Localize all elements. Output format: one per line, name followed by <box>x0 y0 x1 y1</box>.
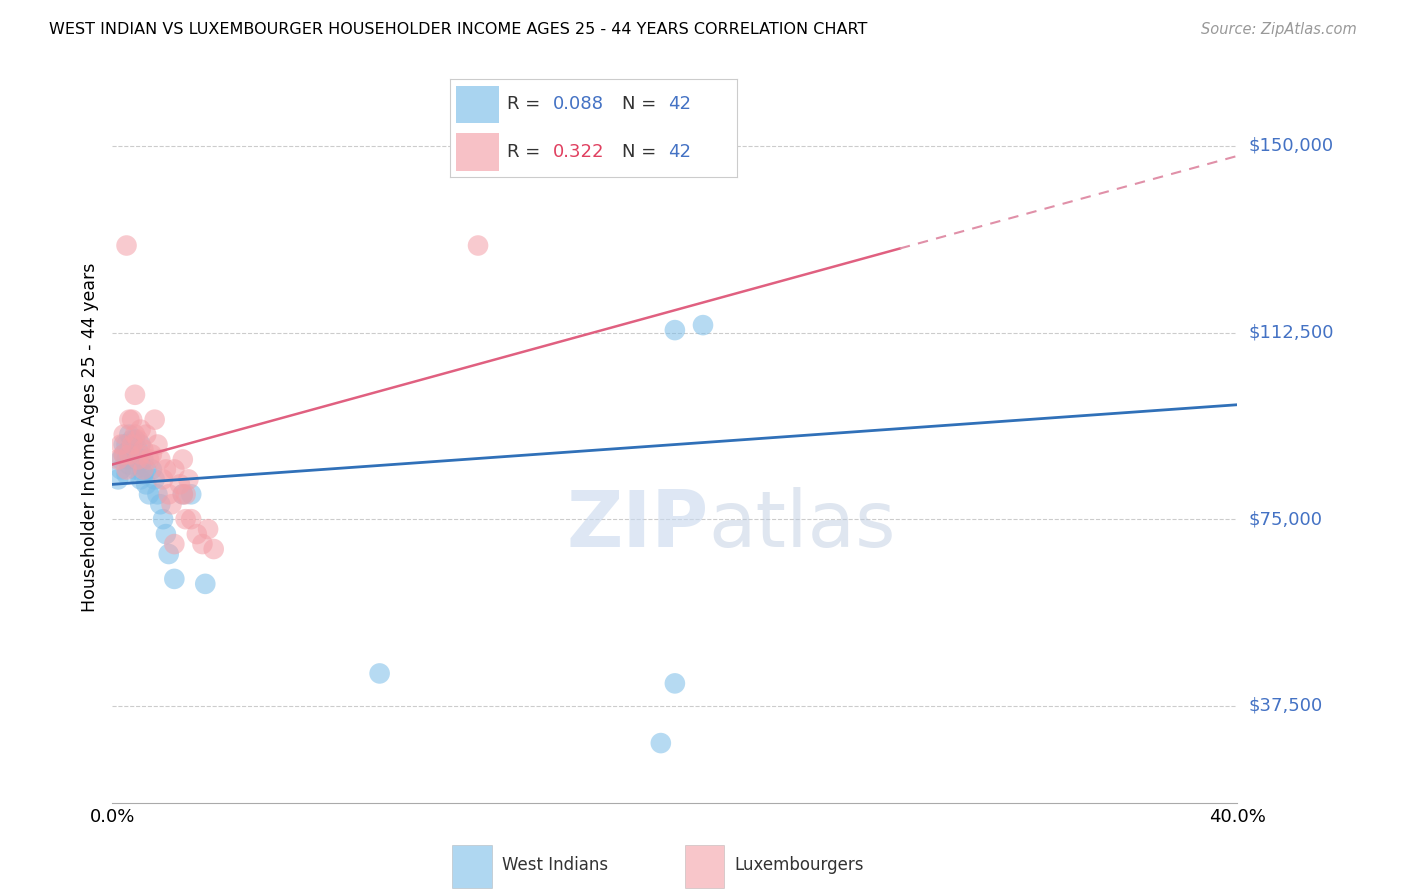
Point <box>115 462 138 476</box>
Point <box>124 448 146 462</box>
Point <box>124 462 146 476</box>
Point <box>180 487 202 501</box>
Text: Source: ZipAtlas.com: Source: ZipAtlas.com <box>1201 22 1357 37</box>
Point <box>135 462 157 476</box>
Text: $37,500: $37,500 <box>1249 697 1323 714</box>
Point <box>692 318 714 332</box>
Point <box>146 487 169 501</box>
Point <box>149 452 172 467</box>
Point <box>664 676 686 690</box>
Text: ZIP: ZIP <box>567 487 709 563</box>
Point <box>177 472 200 486</box>
Point <box>143 412 166 426</box>
Point <box>132 442 155 457</box>
Point <box>132 462 155 476</box>
Point <box>141 448 163 462</box>
Point <box>129 472 152 486</box>
Point <box>112 448 135 462</box>
Text: $150,000: $150,000 <box>1249 137 1333 155</box>
Point <box>172 487 194 501</box>
Point <box>169 477 191 491</box>
Point <box>115 467 138 482</box>
Point <box>152 512 174 526</box>
Text: atlas: atlas <box>709 487 896 563</box>
Point <box>143 472 166 486</box>
Point <box>174 512 197 526</box>
Point <box>107 472 129 486</box>
Point <box>112 448 135 462</box>
Y-axis label: Householder Income Ages 25 - 44 years: Householder Income Ages 25 - 44 years <box>80 262 98 612</box>
Point <box>110 437 132 451</box>
Point <box>202 542 225 557</box>
Point <box>174 487 197 501</box>
Point <box>124 427 146 442</box>
Text: $112,500: $112,500 <box>1249 324 1334 342</box>
Point <box>135 427 157 442</box>
Point <box>118 412 141 426</box>
Point <box>127 452 149 467</box>
Point <box>138 487 160 501</box>
Point <box>191 537 214 551</box>
Point <box>115 238 138 252</box>
Point <box>107 452 129 467</box>
Point <box>127 442 149 457</box>
Point <box>118 427 141 442</box>
Point <box>664 323 686 337</box>
Point <box>141 462 163 476</box>
Point <box>115 452 138 467</box>
Point <box>172 487 194 501</box>
Point <box>110 452 132 467</box>
Point <box>124 388 146 402</box>
Point <box>467 238 489 252</box>
Point <box>121 448 143 462</box>
Point <box>163 537 186 551</box>
Point <box>368 666 391 681</box>
Point <box>121 412 143 426</box>
Point <box>124 433 146 447</box>
Point <box>155 462 177 476</box>
Point <box>118 458 141 472</box>
Point <box>129 437 152 451</box>
Point <box>160 497 183 511</box>
Point <box>118 448 141 462</box>
Point <box>138 452 160 467</box>
Point <box>112 437 135 451</box>
Point <box>135 477 157 491</box>
Point <box>115 437 138 451</box>
Point <box>163 572 186 586</box>
Point <box>157 487 180 501</box>
Point <box>110 462 132 476</box>
Point <box>149 497 172 511</box>
Point <box>112 427 135 442</box>
Point <box>146 437 169 451</box>
Point <box>194 577 217 591</box>
Point <box>118 442 141 457</box>
Point <box>157 547 180 561</box>
Text: WEST INDIAN VS LUXEMBOURGER HOUSEHOLDER INCOME AGES 25 - 44 YEARS CORRELATION CH: WEST INDIAN VS LUXEMBOURGER HOUSEHOLDER … <box>49 22 868 37</box>
Point <box>155 527 177 541</box>
Point <box>186 527 208 541</box>
Text: $75,000: $75,000 <box>1249 510 1323 528</box>
Point <box>129 448 152 462</box>
Point <box>180 512 202 526</box>
Point <box>129 423 152 437</box>
Point <box>172 452 194 467</box>
Point <box>197 522 219 536</box>
Point <box>127 433 149 447</box>
Point <box>129 458 152 472</box>
Point <box>650 736 672 750</box>
Point <box>132 452 155 467</box>
Point <box>121 433 143 447</box>
Point <box>121 437 143 451</box>
Point <box>152 472 174 486</box>
Point <box>132 467 155 482</box>
Point <box>127 452 149 467</box>
Point <box>163 462 186 476</box>
